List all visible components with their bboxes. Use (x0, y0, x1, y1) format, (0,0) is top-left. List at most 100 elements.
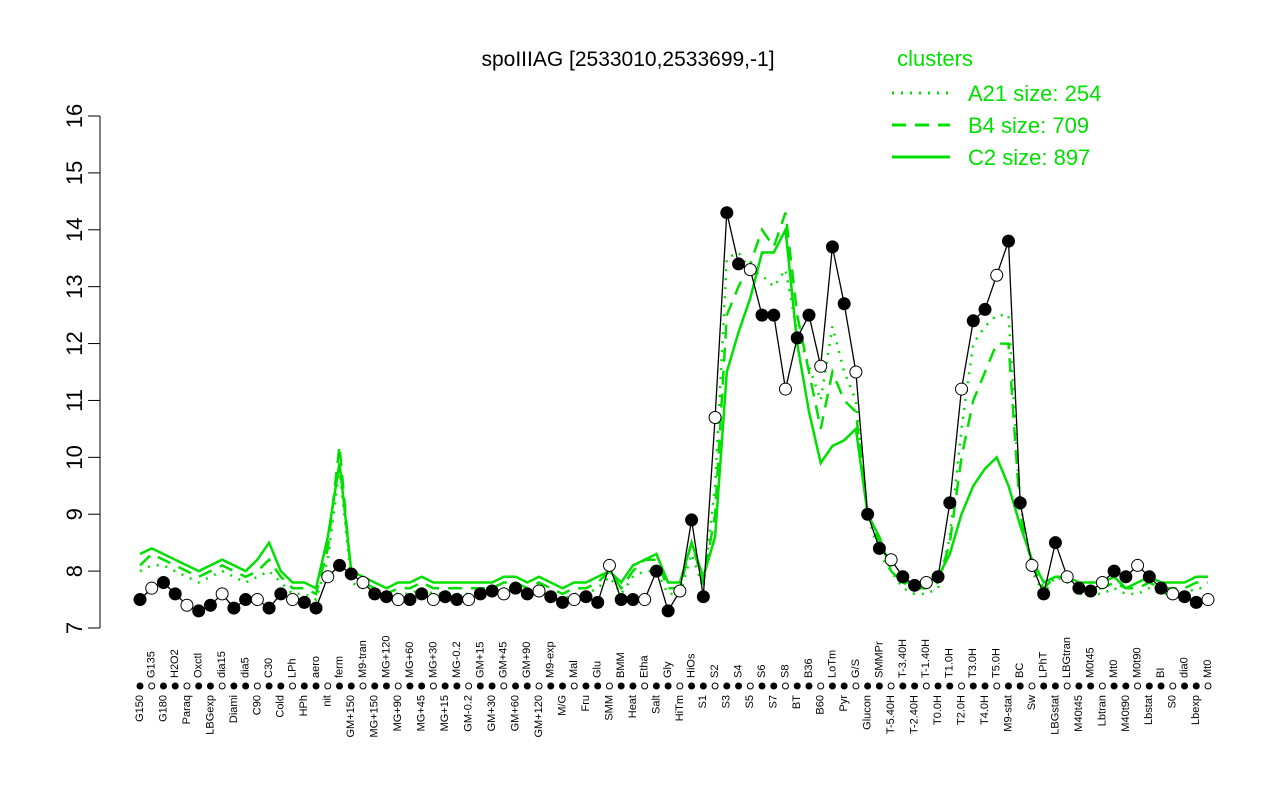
rug-mark (206, 682, 214, 690)
data-point (403, 593, 417, 607)
data-point (462, 593, 476, 607)
data-point (156, 575, 170, 589)
data-point (1037, 587, 1051, 601)
data-point (602, 558, 616, 572)
data-point (556, 595, 570, 609)
data-point (1048, 536, 1062, 550)
rug-mark (993, 682, 1001, 690)
x-tick-label: Diami (228, 695, 240, 723)
legend-title: clusters (897, 46, 973, 71)
rug-mark (359, 682, 367, 690)
rug-mark (1181, 682, 1189, 690)
x-tick-label: GM+60 (509, 695, 521, 731)
data-point (579, 590, 593, 604)
rug-mark (230, 682, 238, 690)
x-tick-label: Lbtran (1096, 695, 1108, 726)
x-tick-label: MG+45 (416, 695, 428, 731)
x-tick-label: Gly (662, 661, 674, 678)
rug-mark (594, 682, 602, 690)
x-tick-label: MG+15 (439, 695, 451, 731)
x-tick-label: dia5 (240, 657, 252, 678)
data-point (1166, 587, 1180, 601)
x-tick-label: T2.0H (955, 695, 967, 725)
x-tick-label: M9-tran (357, 640, 369, 678)
x-tick-label: dia15 (216, 651, 228, 678)
data-point (192, 604, 206, 618)
rug-mark (242, 682, 250, 690)
rug-mark (1134, 682, 1142, 690)
legend-label: C2 size: 897 (968, 145, 1090, 170)
rug-mark (840, 682, 848, 690)
x-tick-label: Paraq (181, 695, 193, 724)
x-tick-label: MG-0.2 (451, 641, 463, 678)
x-tick-label: LPh (286, 658, 298, 678)
data-point (473, 587, 487, 601)
x-tick-label: S2 (709, 665, 721, 678)
data-point (415, 587, 429, 601)
data-point (884, 553, 898, 567)
x-tick-label: SMM (603, 695, 615, 721)
rug-mark (781, 682, 789, 690)
rug-mark (1157, 682, 1165, 690)
rug-mark (911, 682, 919, 690)
data-point (778, 382, 792, 396)
rug-mark (934, 682, 942, 690)
x-tick-label: Mt0 (1202, 660, 1214, 678)
x-tick-label: Sw (1026, 695, 1038, 710)
x-tick-label: GM+15 (474, 642, 486, 678)
x-tick-label: Glu (592, 661, 604, 678)
x-tick-label: GM+150 (345, 695, 357, 738)
data-point (685, 513, 699, 527)
data-point (661, 604, 675, 618)
rug-mark (1040, 682, 1048, 690)
cluster-line (139, 225, 1208, 591)
x-tick-label: T-3.40H (897, 639, 909, 678)
rug-mark (875, 682, 883, 690)
rug-mark (582, 682, 590, 690)
rug-mark (253, 682, 261, 690)
data-point (1013, 496, 1027, 510)
rug-mark (406, 682, 414, 690)
rug-mark (1122, 682, 1130, 690)
data-point (614, 593, 628, 607)
rug-mark (746, 682, 754, 690)
data-point (379, 590, 393, 604)
data-point (790, 331, 804, 345)
rug-mark (711, 682, 719, 690)
x-tick-label: T1.0H (944, 648, 956, 678)
data-point (743, 263, 757, 277)
x-tick-label: T0.0H (932, 695, 944, 725)
x-tick-label: S4 (732, 665, 744, 678)
x-tick-label: S8 (779, 665, 791, 678)
x-tick-label: HPh (298, 695, 310, 716)
x-tick-label: SMMPr (873, 641, 885, 678)
x-tick-label: Lbstat (1143, 695, 1155, 725)
data-point (344, 567, 358, 581)
x-tick-label: C30 (263, 658, 275, 678)
rug-mark (969, 682, 977, 690)
data-point (333, 558, 347, 572)
x-tick-label: aero (310, 656, 322, 678)
x-tick-label: M40t90 (1120, 695, 1132, 732)
data-point (649, 564, 663, 578)
data-point (591, 595, 605, 609)
x-tick-label: S5 (744, 695, 756, 708)
data-point (1060, 570, 1074, 584)
data-point (133, 593, 147, 607)
data-point (286, 593, 300, 607)
x-tick-label: T-1.40H (920, 639, 932, 678)
x-tick-label: LPhT (1038, 651, 1050, 678)
rug-mark (183, 682, 191, 690)
x-tick-label: T-5.40H (885, 695, 897, 734)
rug-mark (265, 682, 273, 690)
data-point (497, 587, 511, 601)
data-point (1154, 581, 1168, 595)
x-tick-label: S1 (697, 695, 709, 708)
rug-mark (805, 682, 813, 690)
rug-mark (735, 682, 743, 690)
rug-mark (1192, 682, 1200, 690)
x-tick-label: Fru (580, 695, 592, 712)
data-point (239, 593, 253, 607)
rug-mark (922, 682, 930, 690)
data-point (145, 581, 159, 595)
